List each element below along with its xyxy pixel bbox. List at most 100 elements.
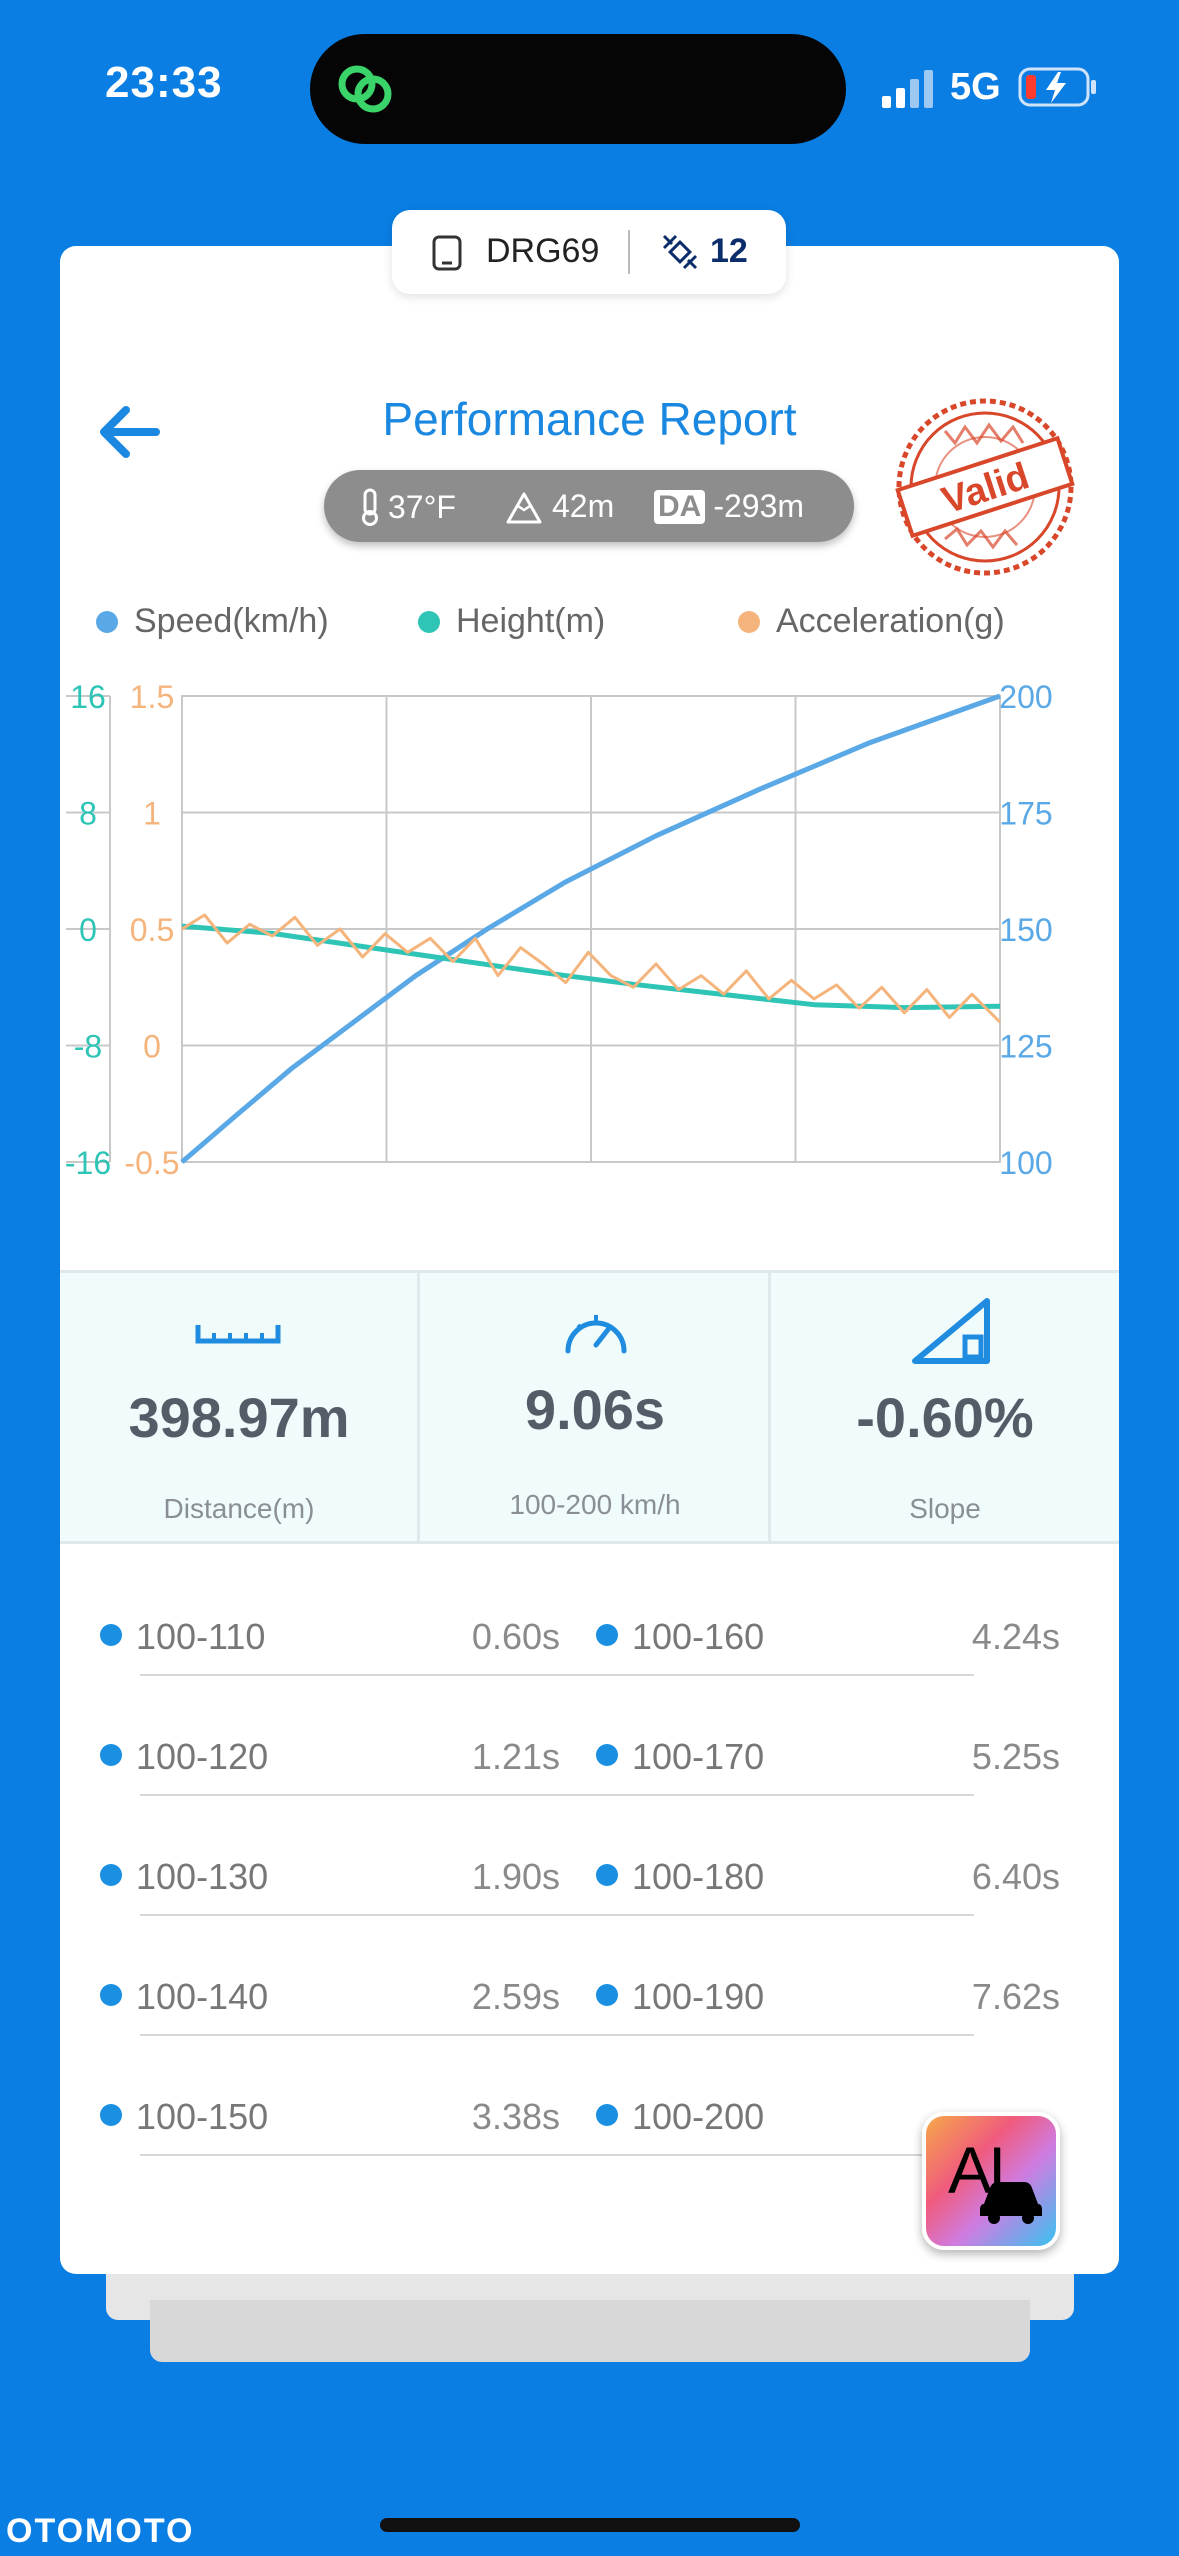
- acceleration-tick-label: 0.5: [130, 912, 174, 948]
- split-range: 100-140: [136, 1976, 269, 2017]
- temperature-group: 37°F: [358, 488, 456, 526]
- time-label: 100-200 km/h: [509, 1489, 681, 1520]
- device-name: DRG69: [486, 232, 600, 270]
- slope-label: Slope: [909, 1493, 981, 1524]
- home-indicator[interactable]: [380, 2518, 800, 2532]
- environment-pill: 37°F 42m DA -293m: [324, 470, 854, 542]
- split-range: 100-190: [632, 1976, 765, 2017]
- split-item: 100-110 0.60s: [100, 1576, 560, 1676]
- bullet-dot: [596, 1624, 618, 1646]
- speedometer-icon: [565, 1315, 627, 1354]
- split-time: 2.59s: [471, 1976, 560, 2017]
- performance-chart: 16 8 0 -8 -16 1.5 1 0.5 0 -0.5 200 175 150 125 100: [65, 679, 1053, 1181]
- split-item: 100-160 4.24s: [596, 1576, 1060, 1676]
- split-time: 5.25s: [971, 1736, 1060, 1777]
- series-line-speed_right: [180, 693, 1001, 1164]
- divider: [140, 1914, 974, 1916]
- speed-tick-label: 125: [999, 1029, 1052, 1065]
- ai-assistant-button[interactable]: AI: [922, 2112, 1060, 2250]
- slope-value: -0.60%: [856, 1386, 1034, 1449]
- split-item: 100-190 7.62s: [596, 1936, 1060, 2036]
- bullet-dot: [596, 2104, 618, 2126]
- split-time: 0.60s: [471, 1616, 560, 1657]
- height-tick-label: -16: [65, 1145, 111, 1181]
- divider: [140, 2034, 974, 2036]
- split-item: 100-200: [596, 2056, 1060, 2156]
- split-time: 7.62s: [971, 1976, 1060, 2017]
- split-item: 100-120 1.21s: [100, 1696, 560, 1796]
- density-altitude-group: DA -293m: [654, 488, 804, 525]
- split-item: 100-170 5.25s: [596, 1696, 1060, 1796]
- battery-charging-icon: [1018, 67, 1096, 107]
- time-value: 9.06s: [524, 1378, 666, 1441]
- speed-tick-label: 200: [999, 679, 1052, 715]
- legend-height[interactable]: Height(m): [418, 602, 605, 641]
- split-row: 100-120 1.21s 100-170 5.25s: [60, 1696, 1119, 1816]
- legend-label: Acceleration(g): [776, 602, 1005, 640]
- distance-label: Distance(m): [163, 1493, 315, 1524]
- speed-tick-label: 150: [999, 912, 1052, 948]
- slope-icon: [912, 1298, 990, 1364]
- stats-panel: 398.97m Distance(m) 9.06s 100-200 km/h -…: [60, 1270, 1119, 1544]
- status-bar: 23:33 5G: [0, 0, 1179, 170]
- legend-speed[interactable]: Speed(km/h): [96, 602, 329, 641]
- split-range: 100-170: [632, 1736, 765, 1777]
- distance-stat: 398.97m Distance(m): [60, 1273, 418, 1541]
- split-row: 100-110 0.60s 100-160 4.24s: [60, 1576, 1119, 1696]
- slope-stat: -0.60% Slope: [771, 1273, 1119, 1541]
- split-range: 100-150: [136, 2096, 269, 2137]
- device-tab[interactable]: DRG69 12: [392, 210, 786, 294]
- split-range: 100-160: [632, 1616, 765, 1657]
- height-tick-label: 8: [79, 796, 97, 832]
- split-range: 100-110: [136, 1616, 266, 1657]
- distance-value: 398.97m: [128, 1386, 350, 1449]
- height-tick-label: -8: [74, 1029, 102, 1065]
- divider: [628, 230, 630, 274]
- page-title: Performance Report: [382, 393, 797, 445]
- divider: [417, 1273, 420, 1541]
- split-time: 1.90s: [471, 1856, 560, 1897]
- ruler-icon: [195, 1325, 281, 1344]
- series-line-acceleration_left: [181, 913, 1002, 1024]
- status-time: 23:33: [105, 58, 223, 107]
- speed-tick-label: 175: [999, 796, 1052, 832]
- bullet-dot: [100, 2104, 122, 2126]
- split-time: 1.21s: [471, 1736, 560, 1777]
- watermark: OTOMOTO: [6, 2512, 195, 2550]
- speed-tick-label: 100: [999, 1145, 1052, 1181]
- altitude-value: 42m: [552, 488, 615, 524]
- signal-icon: [882, 70, 933, 108]
- valid-stamp: Valid: [895, 398, 1075, 576]
- split-range: 100-180: [632, 1856, 765, 1897]
- mountain-icon: [506, 492, 542, 523]
- acceleration-tick-label: -0.5: [124, 1145, 179, 1181]
- legend-label: Speed(km/h): [134, 602, 329, 640]
- satellite-icon: [662, 234, 698, 270]
- back-arrow-icon[interactable]: [90, 392, 170, 472]
- divider: [140, 1794, 974, 1796]
- split-time: 6.40s: [971, 1856, 1060, 1897]
- height-tick-label: 0: [79, 912, 97, 948]
- acceleration-tick-label: 1.5: [130, 679, 174, 715]
- split-row: 100-150 3.38s 100-200: [60, 2056, 1119, 2176]
- legend-dot: [96, 610, 118, 633]
- report-card: Performance Report 37°F 42m DA -293m: [60, 246, 1119, 2274]
- legend-dot: [418, 610, 440, 633]
- split-time: 4.24s: [971, 1616, 1060, 1657]
- split-item: 100-140 2.59s: [100, 1936, 560, 2036]
- acceleration-tick-label: 0: [143, 1029, 161, 1065]
- divider: [140, 2154, 974, 2156]
- split-range: 100-130: [136, 1856, 269, 1897]
- temperature-value: 37°F: [388, 488, 456, 525]
- time-stat: 9.06s 100-200 km/h: [420, 1273, 770, 1541]
- split-range: 100-120: [136, 1736, 269, 1777]
- thermometer-icon: [362, 488, 378, 526]
- device-icon: [432, 235, 462, 271]
- acceleration-tick-label: 1: [143, 796, 161, 832]
- split-item: 100-150 3.38s: [100, 2056, 560, 2156]
- split-range: 100-200: [632, 2096, 765, 2137]
- legend-label: Height(m): [456, 602, 606, 640]
- da-badge: DA: [654, 489, 706, 524]
- density-altitude-value: -293m: [713, 488, 805, 524]
- legend-acceleration[interactable]: Acceleration(g): [738, 602, 1005, 641]
